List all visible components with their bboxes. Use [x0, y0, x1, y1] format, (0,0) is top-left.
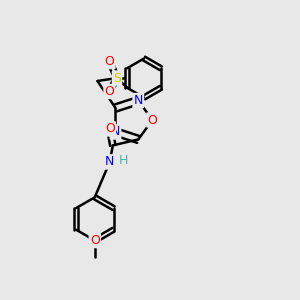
Text: S: S [113, 71, 121, 85]
Text: O: O [148, 113, 157, 127]
Text: N: N [134, 94, 143, 107]
Text: O: O [105, 85, 114, 98]
Text: O: O [105, 55, 114, 68]
Text: O: O [105, 122, 115, 135]
Text: O: O [90, 234, 100, 247]
Text: N: N [105, 155, 115, 168]
Text: N: N [111, 125, 120, 139]
Text: H: H [118, 154, 128, 167]
